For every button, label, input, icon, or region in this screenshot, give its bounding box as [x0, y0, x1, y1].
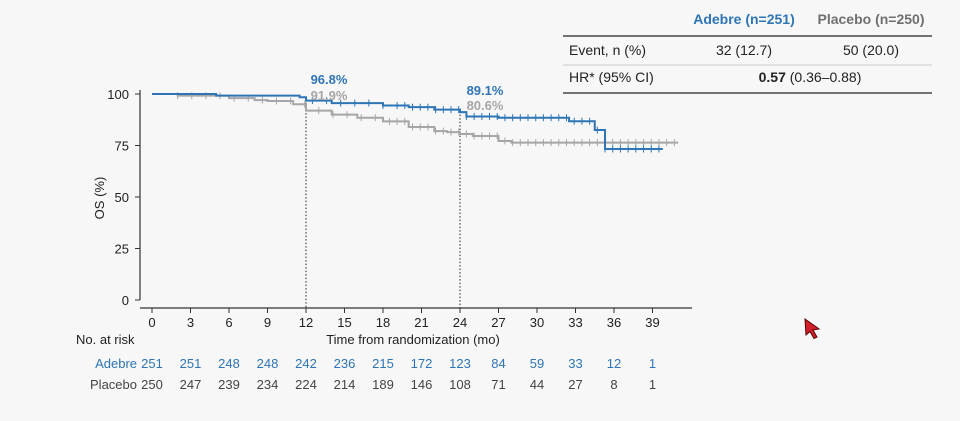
y-tick-label: 25	[115, 242, 129, 257]
x-tick-label: 24	[453, 315, 467, 330]
at-risk-value: 84	[491, 356, 505, 371]
x-tick-label: 3	[187, 315, 194, 330]
y-tick-label: 0	[122, 293, 129, 308]
landmark-label-adebre: 96.8%	[311, 72, 348, 87]
hr-point-estimate: 0.57	[759, 69, 786, 85]
at-risk-value: 27	[568, 377, 582, 392]
table-row-event-placebo: 50 (20.0)	[843, 42, 899, 58]
at-risk-value: 12	[607, 356, 621, 371]
at-risk-value: 123	[449, 356, 471, 371]
reference-lines	[305, 99, 461, 308]
table-header-placebo: Placebo (n=250)	[818, 11, 925, 27]
at-risk-row-label: Adebre	[95, 356, 137, 371]
x-tick-label: 21	[414, 315, 428, 330]
at-risk-value: 44	[530, 377, 544, 392]
at-risk-value: 172	[411, 356, 433, 371]
landmark-label-placebo: 80.6%	[467, 98, 504, 113]
x-tick-label: 12	[299, 315, 313, 330]
x-tick-label: 36	[607, 315, 621, 330]
at-risk-value: 8	[610, 377, 617, 392]
at-risk-value: 251	[180, 356, 202, 371]
y-tick-label: 75	[115, 139, 129, 154]
x-tick-label: 9	[264, 315, 271, 330]
table-row-hr-label: HR* (95% CI)	[569, 69, 654, 85]
at-risk-title: No. at risk	[76, 332, 135, 347]
at-risk-value: 59	[530, 356, 544, 371]
x-tick-label: 39	[645, 315, 659, 330]
y-axis-title: OS (%)	[92, 177, 107, 220]
at-risk-value: 71	[491, 377, 505, 392]
at-risk-value: 224	[295, 377, 317, 392]
x-tick-label: 30	[530, 315, 544, 330]
table-row-event-label: Event, n (%)	[569, 42, 646, 58]
at-risk-value: 189	[372, 377, 394, 392]
landmark-label-placebo: 91.9%	[311, 88, 348, 103]
landmark-label-adebre: 89.1%	[467, 83, 504, 98]
x-tick-label: 6	[225, 315, 232, 330]
at-risk-table: Adebre 251 251 248 248 242 236 215 172 123 84 59 33 1…	[90, 356, 656, 392]
x-tick-label: 0	[148, 315, 155, 330]
x-tick-label: 27	[491, 315, 505, 330]
at-risk-value: 214	[334, 377, 356, 392]
at-risk-value: 234	[257, 377, 279, 392]
at-risk-value: 236	[334, 356, 356, 371]
km-curve-placebo	[152, 93, 679, 144]
x-tick-label: 18	[376, 315, 390, 330]
at-risk-value: 242	[295, 356, 317, 371]
at-risk-value: 248	[257, 356, 279, 371]
annotation-layer: 96.8%91.9% 89.1%80.6%	[311, 72, 504, 113]
at-risk-row-label: Placebo	[90, 377, 137, 392]
at-risk-value: 250	[141, 377, 163, 392]
at-risk-value: 108	[449, 377, 471, 392]
table-row-hr-value: 0.57 (0.36–0.88)	[759, 69, 862, 85]
km-curve-adebre	[152, 93, 663, 151]
table-header-adebre: Adebre (n=251)	[693, 11, 795, 27]
y-tick-label: 50	[115, 190, 129, 205]
hr-ci: (0.36–0.88)	[786, 69, 862, 85]
y-tick-label: 100	[107, 87, 129, 102]
x-tick-label: 33	[568, 315, 582, 330]
series-layer	[152, 92, 679, 153]
at-risk-value: 1	[649, 356, 656, 371]
x-tick-label: 15	[337, 315, 351, 330]
x-axis-title: Time from randomization (mo)	[326, 332, 500, 347]
table-row-event-adebre: 32 (12.7)	[716, 42, 772, 58]
at-risk-value: 33	[568, 356, 582, 371]
mouse-pointer-icon	[804, 317, 821, 340]
at-risk-value: 239	[218, 377, 240, 392]
summary-table: Adebre (n=251) Placebo (n=250) Event, n …	[563, 11, 932, 94]
at-risk-value: 215	[372, 356, 394, 371]
at-risk-value: 251	[141, 356, 163, 371]
at-risk-value: 146	[411, 377, 433, 392]
at-risk-value: 1	[649, 377, 656, 392]
at-risk-value: 247	[180, 377, 202, 392]
at-risk-value: 248	[218, 356, 240, 371]
